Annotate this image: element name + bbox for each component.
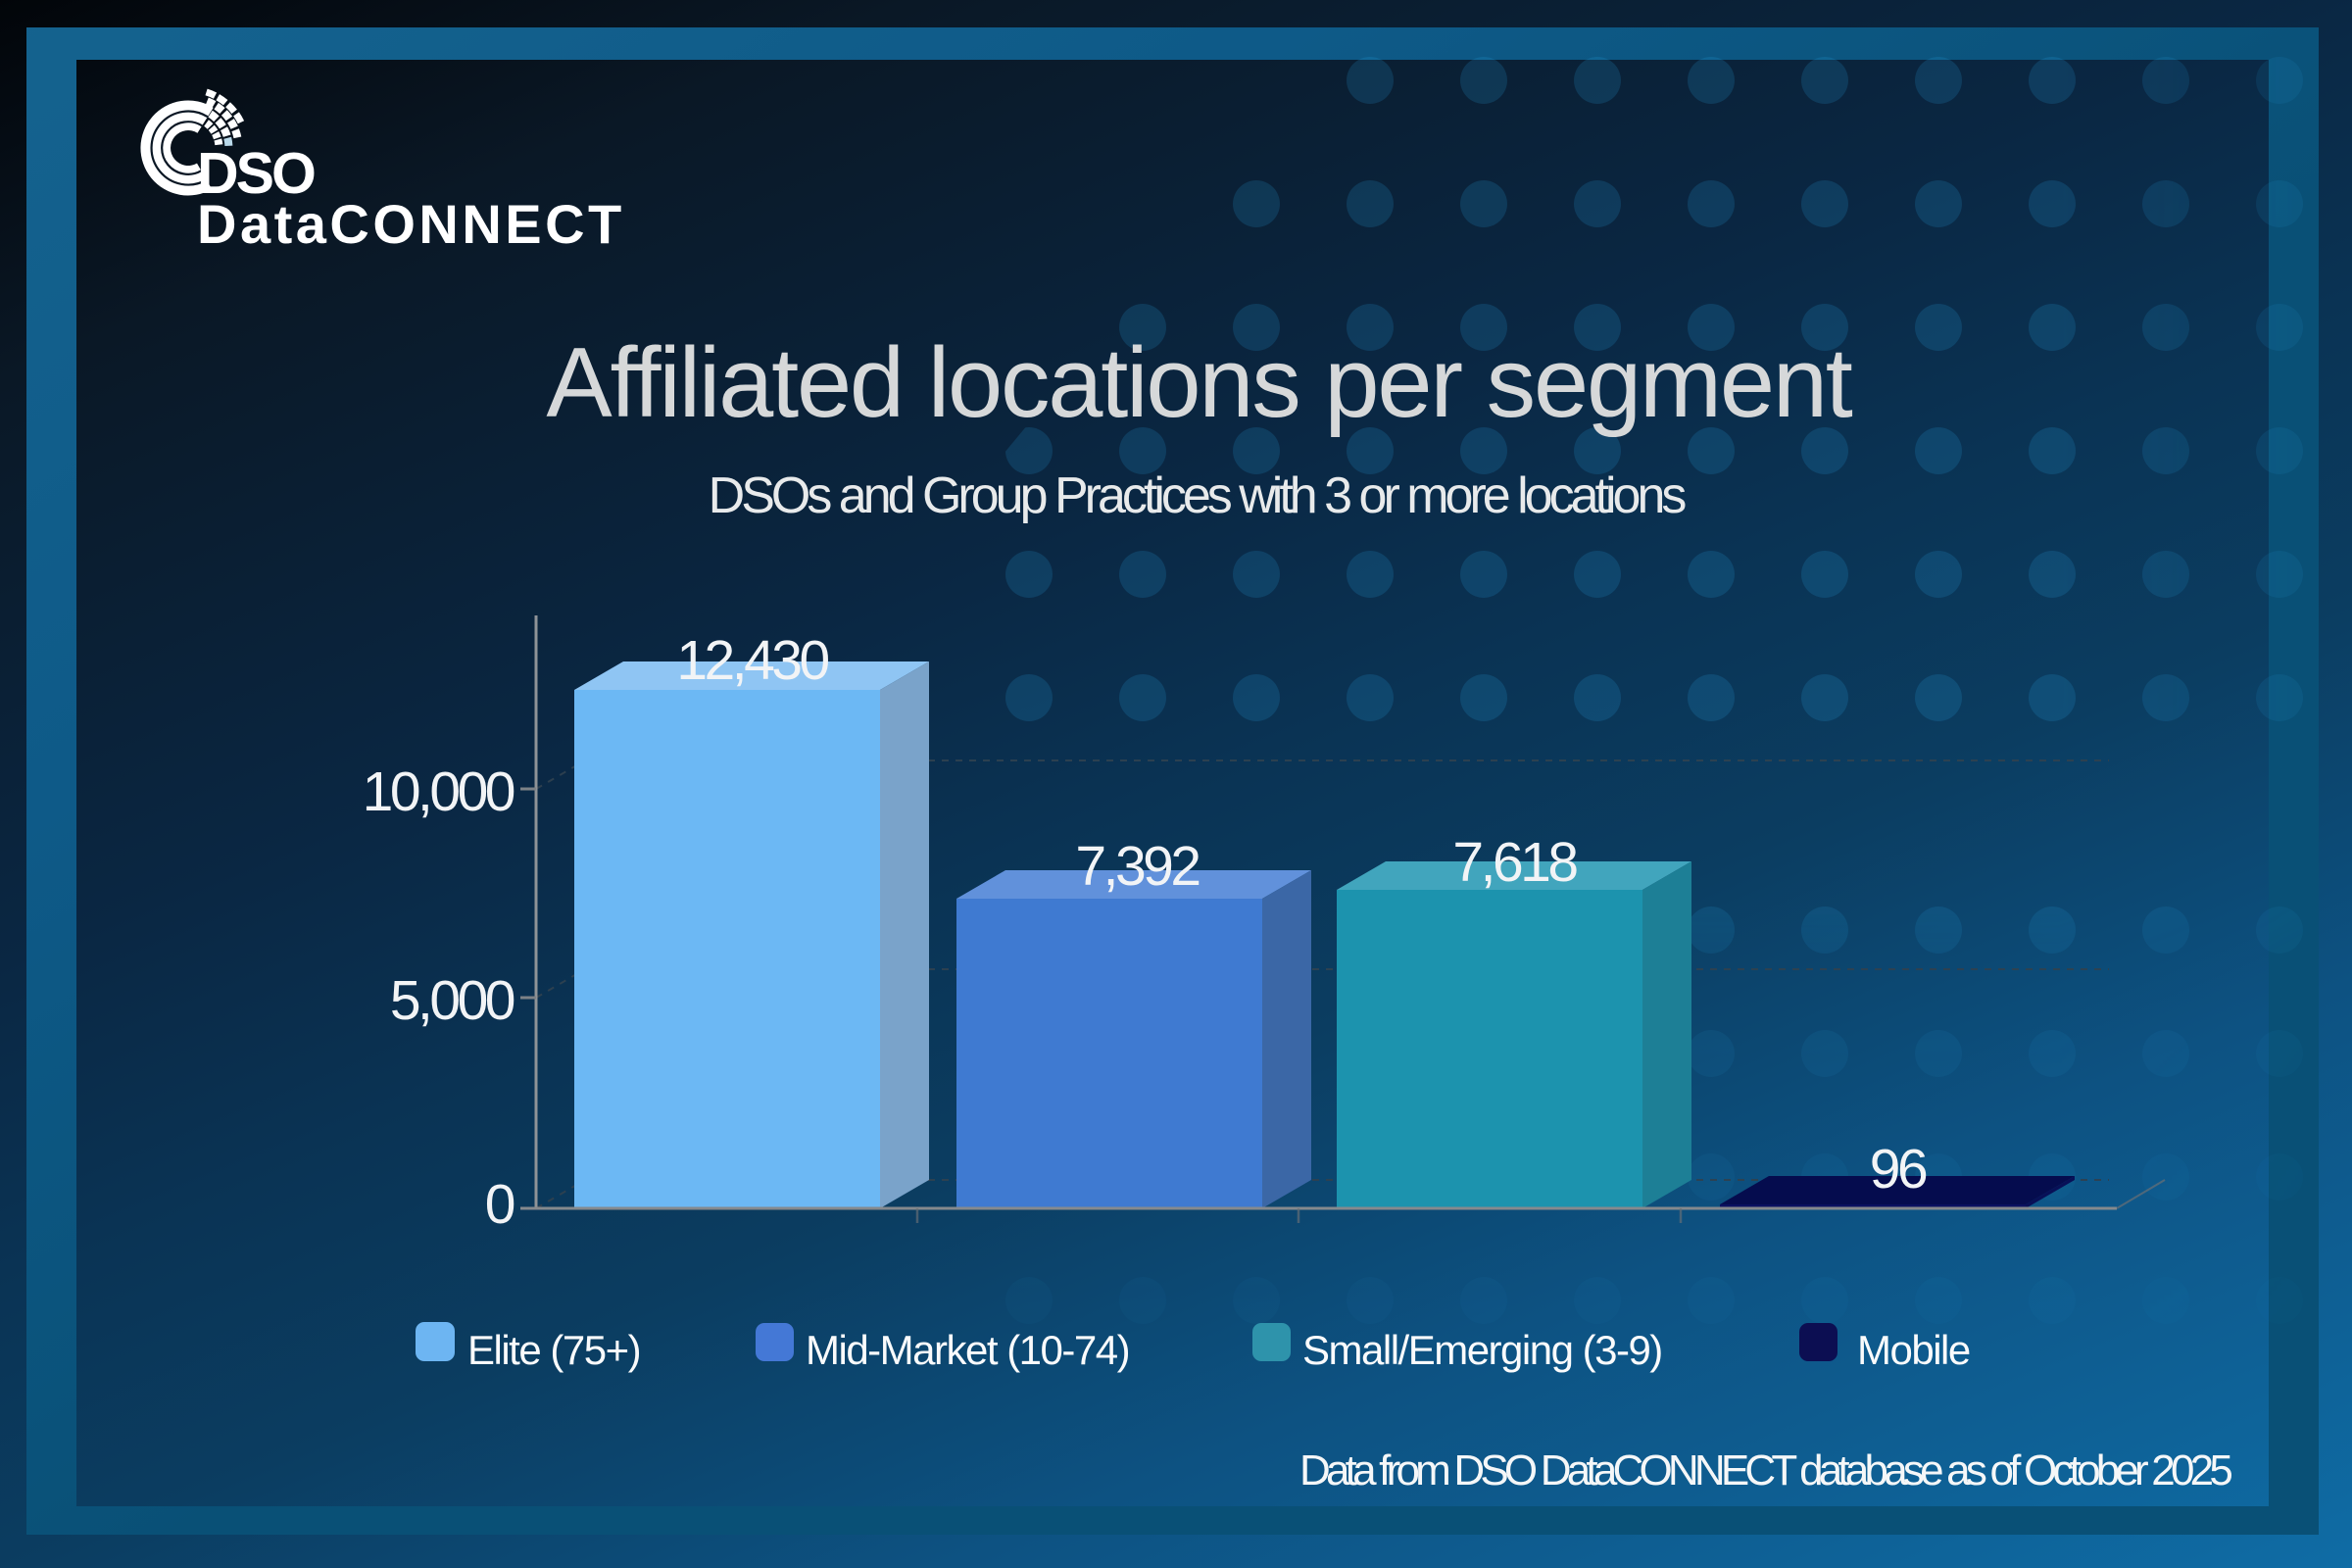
svg-text:10,000: 10,000 — [363, 760, 514, 823]
svg-text:DataCONNECT: DataCONNECT — [197, 193, 625, 255]
svg-text:5,000: 5,000 — [390, 969, 514, 1032]
svg-text:DSO: DSO — [197, 141, 315, 206]
svg-text:DSOs and Group Practices with: DSOs and Group Practices with 3 or more … — [709, 467, 1687, 524]
svg-text:0: 0 — [485, 1173, 514, 1236]
svg-text:12,430: 12,430 — [676, 629, 828, 692]
svg-text:Small/Emerging (3-9): Small/Emerging (3-9) — [1302, 1327, 1662, 1373]
svg-text:Affiliated locations per segme: Affiliated locations per segment — [546, 328, 1852, 438]
svg-text:Mid-Market (10-74): Mid-Market (10-74) — [806, 1327, 1129, 1373]
svg-text:Mobile: Mobile — [1857, 1327, 1970, 1373]
svg-text:Data from DSO DataCONNECT data: Data from DSO DataCONNECT database as of… — [1299, 1446, 2231, 1494]
svg-text:7,618: 7,618 — [1452, 831, 1577, 894]
svg-text:7,392: 7,392 — [1075, 835, 1199, 898]
svg-text:96: 96 — [1870, 1138, 1927, 1200]
svg-text:Elite (75+): Elite (75+) — [467, 1327, 640, 1373]
